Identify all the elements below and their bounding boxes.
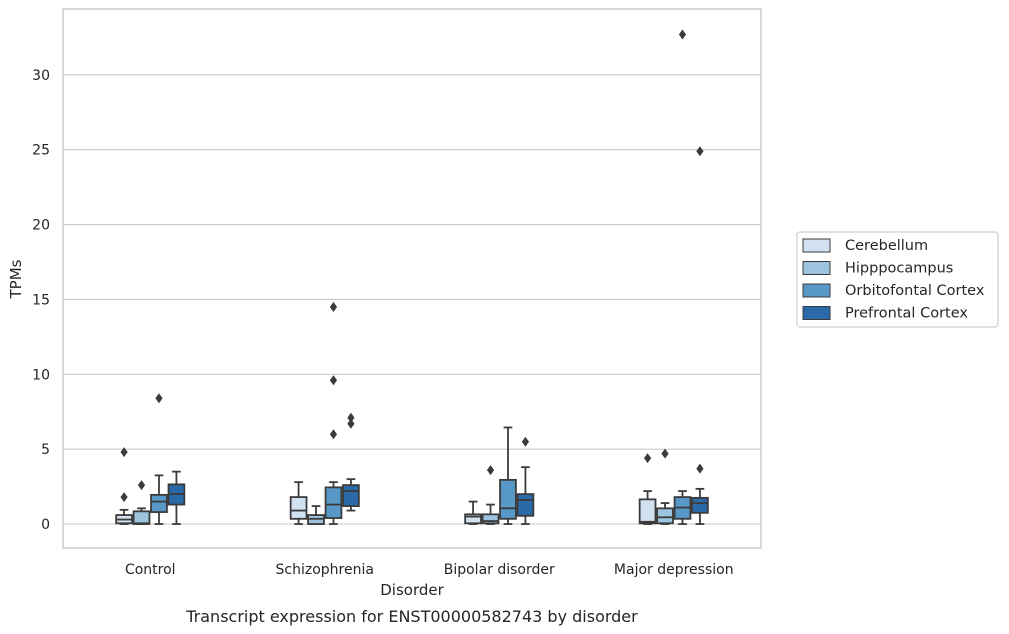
box-body [150,493,168,513]
x-tick-label: Schizophrenia [276,562,374,578]
box-body [638,498,657,525]
outlier-point [329,375,338,386]
outlier-point [521,436,530,447]
y-tick-label: 30 [32,68,50,84]
x-tick-label: Bipolar disorder [444,562,555,578]
y-tick-label: 5 [41,442,50,458]
y-axis-label: TPMs [7,259,25,299]
outlier-point [347,418,355,429]
box-0-0 [115,447,133,525]
box-3-1 [342,412,360,512]
outlier-point [696,146,704,157]
y-tick-label: 20 [32,218,50,234]
y-tick-label: 15 [32,292,50,308]
box-1-0 [132,480,151,525]
box-0-2 [464,500,482,525]
legend-label: Prefrontal Cortex [845,306,968,322]
box-groups [115,29,709,525]
legend-swatch [802,261,831,275]
box-body [132,510,151,525]
legend-label: Hipppocampus [845,261,953,277]
plot-frame [62,8,762,549]
box-body [691,496,709,514]
box-2-2 [499,426,517,525]
legend-box [796,231,999,328]
box-0-3 [638,453,657,525]
outlier-point [661,448,669,459]
box-3-3 [691,146,709,525]
chart-caption: Transcript expression for ENST0000058274… [185,607,638,626]
box-2-1 [324,301,343,525]
outlier-point [155,393,163,404]
box-body [342,484,360,507]
outlier-point [329,301,338,312]
box-body [289,496,308,520]
outlier-point [329,429,338,440]
box-1-2 [481,465,500,525]
legend-label: Cerebellum [845,238,928,254]
plot-border [62,8,762,549]
tick-labels: 0 5 10 15 20 25 30 Control Schizophrenia Bipolar … [32,68,733,578]
box-body [481,513,500,525]
legend-swatch [802,306,831,320]
box-0-1 [289,481,308,525]
outlier-point [696,463,704,474]
legend-label: Orbitofontal Cortex [845,283,985,299]
y-tick-label: 10 [32,367,50,383]
x-tick-label: Major depression [614,562,734,578]
box-1-1 [307,505,325,525]
x-tick-label: Control [125,562,176,578]
outlier-point [643,453,652,464]
box-body [464,513,482,525]
legend-swatch [802,283,831,298]
outlier-point [678,29,687,40]
box-3-0 [167,470,186,525]
box-2-0 [150,393,168,525]
box-2-3 [673,29,692,525]
box-body [516,493,535,517]
y-tick-label: 25 [32,143,50,159]
outlier-point [120,447,128,458]
box-body [324,486,343,519]
x-axis-label: Disorder [380,581,444,599]
y-tick-label: 0 [41,517,50,533]
outlier-point [137,480,146,491]
box-body [499,478,517,520]
legend-swatch [802,238,831,253]
box-3-2 [516,436,535,525]
box-1-3 [656,448,674,525]
outlier-point [486,465,495,476]
outlier-point [347,412,355,423]
box-body [656,507,674,525]
legend: Cerebellum Hipppocampus Orbitofontal Corte… [796,231,999,328]
outlier-point [120,492,128,503]
